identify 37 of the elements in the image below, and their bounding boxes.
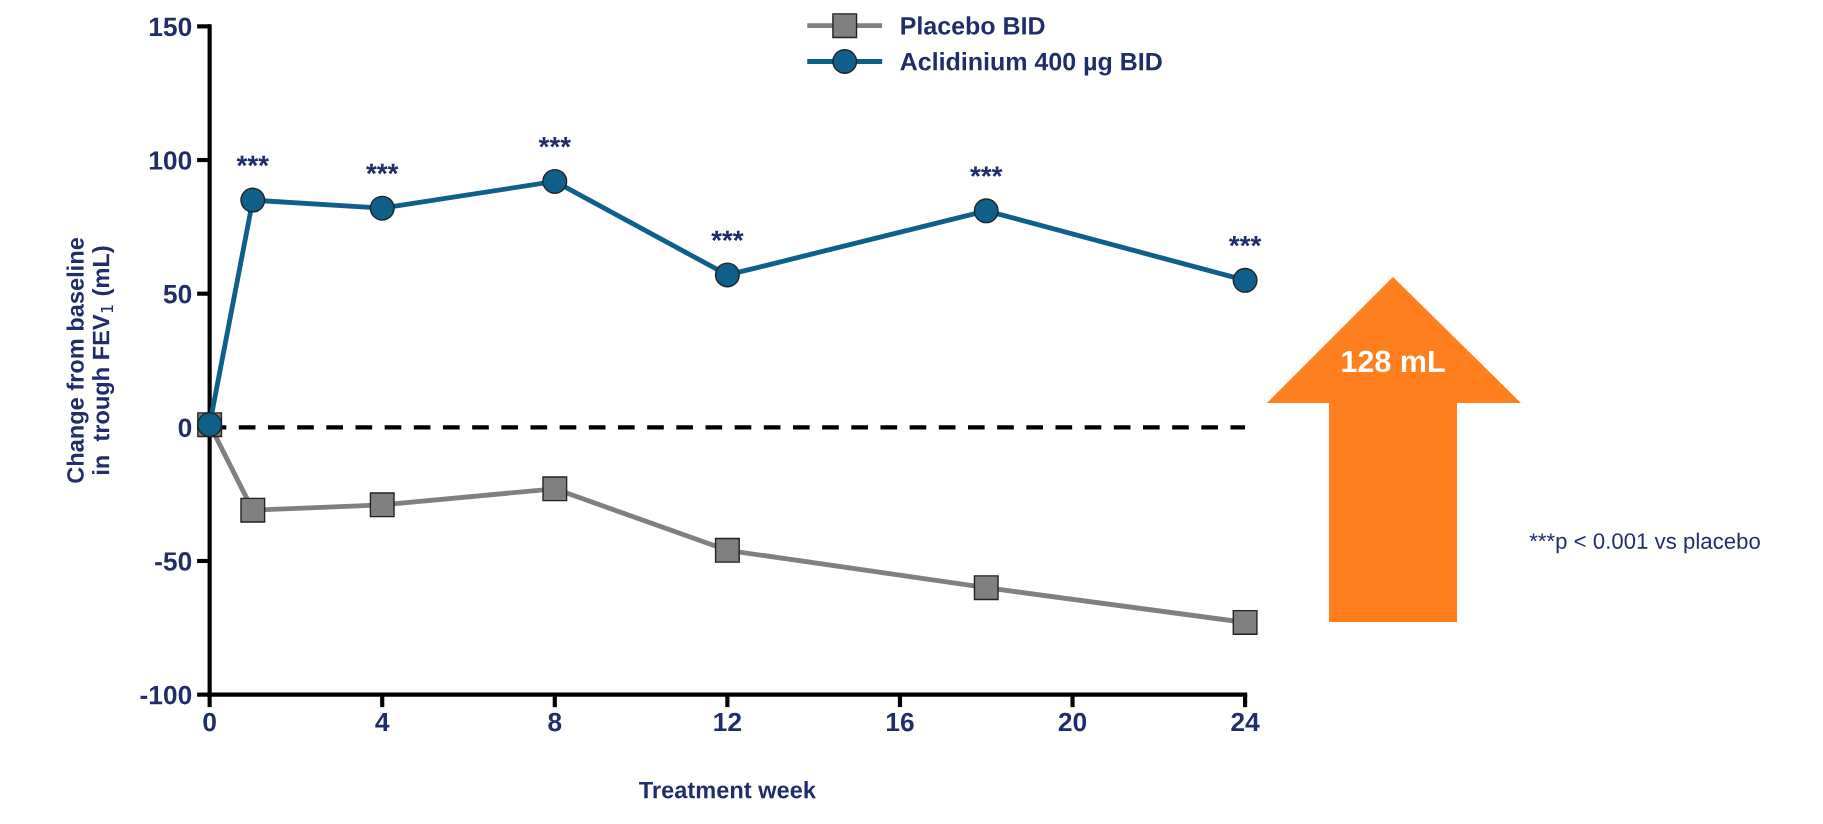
y-tick-label: 100 bbox=[149, 151, 192, 170]
annotation: *** bbox=[236, 155, 269, 167]
x-axis-title: Treatment week bbox=[639, 781, 816, 799]
y-tick-label: 0 bbox=[178, 418, 192, 438]
point bbox=[1232, 609, 1258, 635]
y-tick-label: 50 bbox=[163, 284, 192, 304]
x-tick-label: 4 bbox=[375, 712, 390, 732]
point bbox=[542, 168, 568, 194]
annotation: *** bbox=[1228, 235, 1262, 247]
annotation: *** bbox=[711, 230, 744, 241]
text: 128 mL bbox=[1342, 350, 1445, 373]
annotation: *** bbox=[366, 163, 399, 175]
y-tick-label: -50 bbox=[155, 552, 192, 571]
y-tick-label: 150 bbox=[149, 17, 192, 37]
legend-label: Placebo BID bbox=[901, 16, 1045, 35]
point bbox=[714, 262, 740, 288]
x-tick-label: 16 bbox=[886, 712, 914, 732]
point bbox=[1232, 267, 1258, 293]
annotation: *** bbox=[538, 137, 571, 148]
text: ***p < 0.001 vs placebo bbox=[1529, 532, 1760, 554]
y-axis-title: Change from baseline in trough FEV$_{1}$ (mL) bbox=[66, 237, 115, 483]
x-tick-label: 20 bbox=[1058, 712, 1087, 732]
point bbox=[542, 476, 568, 502]
legend-label: Aclidinium 400 µg BID bbox=[900, 52, 1162, 76]
x-tick-label: 12 bbox=[714, 712, 741, 732]
point bbox=[973, 198, 999, 224]
x-tick-label: 24 bbox=[1231, 712, 1260, 732]
point bbox=[369, 492, 395, 518]
point bbox=[369, 195, 395, 221]
x-tick-label: 0 bbox=[203, 712, 216, 732]
point bbox=[240, 187, 266, 213]
point bbox=[973, 575, 999, 601]
x-tick-label: 8 bbox=[548, 712, 562, 732]
point bbox=[714, 537, 740, 563]
point bbox=[240, 497, 266, 523]
y-tick-label: -100 bbox=[140, 685, 192, 705]
annotation: *** bbox=[970, 166, 1003, 177]
